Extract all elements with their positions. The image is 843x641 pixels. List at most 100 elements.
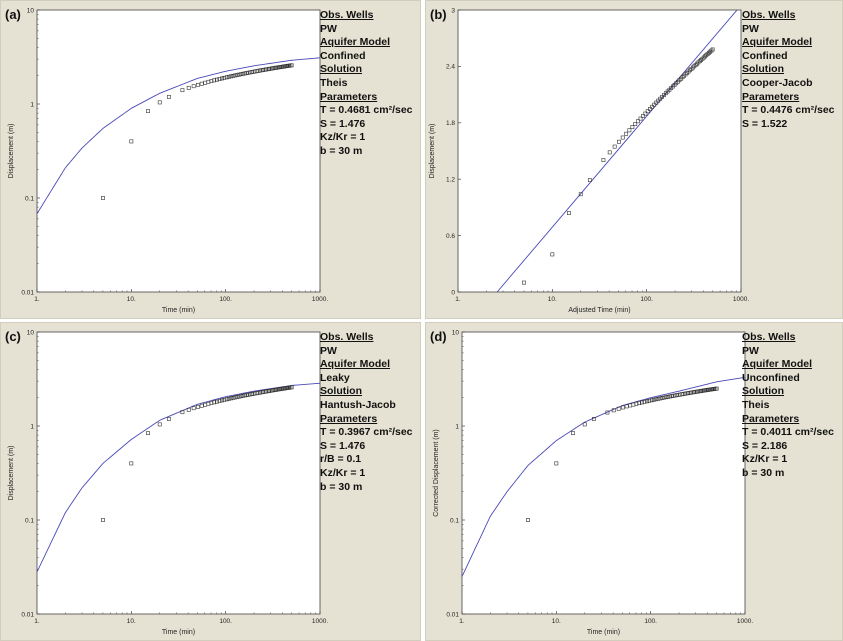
legend-param-t: T = 0.4681 cm²/sec [320, 104, 413, 117]
plot-area [461, 331, 746, 615]
observed-point [652, 102, 657, 107]
observed-point [101, 518, 105, 522]
observed-point [229, 396, 234, 401]
y-tick-label: 0.01 [21, 289, 34, 296]
legend-aquifer-model-value: Confined [320, 49, 366, 62]
panel-label: (b) [430, 7, 447, 22]
legend-solution-header: Solution [742, 63, 784, 76]
observed-point [709, 48, 714, 53]
observed-point [157, 100, 162, 105]
legend-param-t: T = 0.4011 cm²/sec [742, 426, 834, 439]
observed-point [289, 385, 294, 390]
observed-point [217, 77, 222, 81]
observed-point [220, 76, 224, 81]
observed-point [526, 518, 530, 522]
observed-point [617, 139, 621, 144]
observed-point [209, 401, 214, 405]
observed-point [215, 77, 219, 82]
chart-a: 1. 10. 100. 1000. 0.01 0.1 1 10 Time (min) Displa… [8, 7, 328, 314]
observed-point [571, 431, 575, 436]
legend-param-b: b = 30 m [742, 466, 785, 479]
legend-obs-wells-value: PW [320, 344, 337, 357]
observed-point [146, 109, 150, 114]
observed-point [656, 98, 661, 103]
observed-point [209, 79, 214, 83]
observed-point [229, 74, 234, 79]
observed-point [656, 396, 661, 401]
observed-point [634, 401, 639, 406]
y-tick-label: 10 [27, 329, 35, 336]
legend-aquifer-model-header: Aquifer Model [742, 358, 812, 371]
legend-aquifer-model-value: Confined [742, 49, 788, 62]
observed-point [708, 49, 713, 54]
observed-point [180, 410, 185, 415]
observed-point [233, 73, 238, 78]
legend-param-s: S = 1.476 [320, 439, 366, 452]
observed-point [227, 74, 231, 79]
observed-point [157, 422, 162, 427]
observed-point [567, 211, 571, 215]
observed-point [640, 400, 644, 405]
observed-point [642, 399, 647, 404]
legend-aquifer-model-value: Leaky [320, 371, 350, 384]
x-tick-label: 10. [127, 618, 136, 625]
legend-aquifer-model-header: Aquifer Model [320, 36, 390, 49]
observed-point [611, 408, 616, 413]
observed-point [166, 417, 171, 421]
legend-aquifer-model-value: Unconfined [742, 371, 800, 384]
observed-point [647, 398, 652, 403]
observed-point [220, 398, 224, 403]
observed-point [101, 196, 105, 200]
observed-point [237, 72, 242, 77]
observed-point [662, 395, 667, 400]
x-tick-label: 1. [34, 618, 40, 625]
x-tick-label: 10. [548, 296, 557, 303]
observed-point [650, 104, 655, 109]
observed-point [129, 139, 134, 144]
observed-point [607, 150, 612, 155]
observed-point [624, 131, 629, 136]
x-tick-label: 100. [219, 296, 232, 303]
legend-param-r-b: r/B = 0.1 [320, 453, 362, 466]
observed-point [643, 111, 648, 116]
observed-point [660, 396, 665, 400]
observed-point [212, 78, 217, 83]
observed-point [714, 386, 719, 391]
x-tick-label: 1000. [737, 618, 753, 625]
fit-curve-line [496, 10, 738, 292]
legend-parameters-header: Parameters [320, 412, 378, 425]
observed-point [649, 398, 654, 403]
observed-point [633, 122, 638, 126]
observed-point [227, 396, 231, 401]
plot-area [36, 331, 321, 615]
legend-parameters-header: Parameters [320, 90, 378, 103]
fit-curve-line [462, 376, 745, 577]
x-axis-title: Adjusted Time (min) [568, 307, 630, 314]
observed-point [237, 394, 242, 399]
y-tick-label: 0.1 [25, 195, 34, 202]
observed-point [612, 144, 617, 149]
x-tick-label: 1000. [312, 618, 328, 625]
observed-point [621, 405, 625, 410]
observed-point [654, 397, 659, 402]
x-axis-title: Time (min) [587, 629, 620, 636]
legend-panel: Obs. Wells PW Aquifer Model Confined Sol… [320, 9, 418, 159]
fit-curve-line [37, 57, 320, 214]
chart-d: 1. 10. 100. 1000. 0.01 0.1 1 10 Time (min) Correc… [433, 329, 753, 636]
x-tick-label: 100. [644, 618, 657, 625]
observed-point [654, 100, 659, 105]
observed-point [180, 88, 185, 93]
legend-solution-value: Hantush-Jacob [320, 398, 396, 411]
y-tick-label: 0.1 [450, 517, 459, 524]
x-tick-label: 1. [455, 296, 461, 303]
observed-point [129, 461, 134, 466]
legend-solution-value: Cooper-Jacob [742, 76, 813, 89]
legend-obs-wells-header: Obs. Wells [320, 9, 374, 21]
observed-point [231, 395, 236, 400]
observed-point [235, 395, 240, 399]
observed-point [587, 178, 592, 183]
chart-b: 1. 10. 100. 1000. 0 0.6 1.2 1.8 2.4 3 Adjusted Tim… [429, 7, 749, 314]
legend-param-b: b = 30 m [320, 144, 363, 157]
x-axis-title: Time (min) [162, 629, 195, 636]
panel-label: (a) [5, 7, 21, 22]
